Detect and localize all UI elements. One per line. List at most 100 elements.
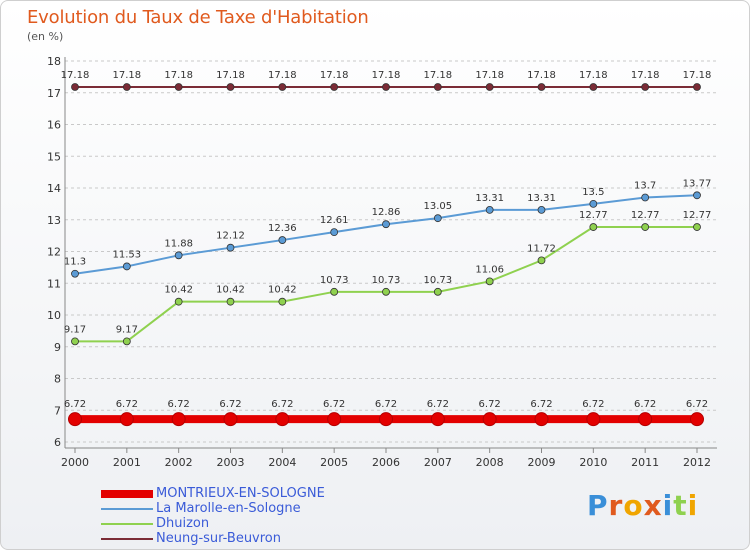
data-label: 9.17 [116,324,138,335]
data-point [537,256,546,265]
legend-swatch [101,523,153,525]
data-point [71,269,79,278]
data-point [589,223,598,231]
logo-letter: r [608,489,624,522]
legend-swatch [101,490,153,498]
proxiti-logo: Proxiti [587,489,698,522]
x-tick-label: 2012 [683,456,711,469]
logo-letter: P [587,489,609,522]
data-point [278,83,287,91]
data-point [330,228,339,237]
data-label: 6.72 [479,399,501,410]
x-tick-label: 2011 [631,456,659,469]
data-label: 6.72 [582,399,604,410]
data-label: 6.72 [271,399,293,410]
data-point [379,412,393,427]
y-tick-label: 13 [47,214,61,227]
logo-letter: x [643,489,663,522]
data-label: 10.73 [424,275,453,286]
data-point [690,412,704,427]
data-label: 11.3 [64,257,86,268]
data-point [537,206,546,214]
data-label: 17.18 [372,70,401,81]
data-label: 12.86 [372,207,401,218]
data-point [382,220,390,229]
data-label: 17.18 [683,70,712,81]
data-point [119,412,134,427]
data-label: 10.42 [164,285,193,296]
data-label: 11.53 [113,249,142,260]
legend-label: Neung-sur-Beuvron [156,531,281,546]
data-label: 10.73 [320,275,349,286]
y-tick-label: 18 [47,55,61,68]
y-tick-label: 14 [47,182,61,195]
logo-letter: o [623,489,644,522]
data-label: 11.06 [475,264,504,275]
data-point [589,83,598,91]
data-label: 10.42 [216,285,245,296]
data-label: 6.72 [323,399,345,410]
data-point [174,297,183,306]
data-label: 17.18 [164,70,193,81]
data-label: 6.72 [634,399,656,410]
data-label: 13.31 [475,193,504,204]
data-point [71,337,79,346]
data-label: 10.42 [268,285,297,296]
data-point [485,83,494,91]
data-point [330,83,339,91]
data-label: 12.12 [216,231,245,242]
data-point [122,337,131,346]
data-point [537,83,546,91]
data-label: 6.72 [219,399,241,410]
y-tick-label: 9 [54,341,61,354]
legend-label: La Marolle-en-Sologne [156,501,301,516]
data-label: 9.17 [64,324,86,335]
data-label: 11.88 [164,238,193,249]
data-point [174,83,183,91]
y-tick-label: 15 [47,150,61,163]
data-point [641,223,650,231]
y-tick-label: 17 [47,87,61,100]
logo-letter: i [687,489,699,522]
data-label: 6.72 [168,399,190,410]
data-label: 13.5 [582,187,604,198]
y-tick-label: 7 [54,404,61,417]
data-label: 12.77 [683,210,712,221]
data-point [278,297,287,306]
data-point [226,297,235,306]
data-label: 6.72 [427,399,449,410]
x-tick-label: 2002 [165,456,193,469]
data-point [534,412,549,427]
data-point [638,412,653,427]
x-tick-label: 2009 [528,456,556,469]
data-point [485,206,494,214]
x-tick-label: 2006 [372,456,400,469]
x-tick-label: 2008 [476,456,504,469]
data-point [122,83,131,91]
data-point [382,287,390,296]
x-tick-label: 2003 [217,456,245,469]
legend-swatch [101,538,153,540]
data-label: 17.18 [268,70,297,81]
x-tick-label: 2007 [424,456,452,469]
data-label: 12.36 [268,223,297,234]
data-point [122,262,131,271]
data-label: 12.61 [320,215,349,226]
data-point [174,251,183,260]
legend-label: Dhuizon [156,516,210,531]
legend-swatch [101,508,153,510]
data-point [226,83,235,91]
data-point [433,287,442,296]
data-label: 6.72 [686,399,708,410]
data-label: 10.73 [372,275,401,286]
logo-letter: t [673,489,688,522]
data-point [485,277,494,286]
data-label: 13.31 [527,193,556,204]
data-point [641,83,650,91]
data-label: 6.72 [116,399,138,410]
data-label: 17.18 [475,70,504,81]
data-point [226,243,235,252]
data-label: 17.18 [579,70,608,81]
y-tick-label: 16 [47,119,61,132]
